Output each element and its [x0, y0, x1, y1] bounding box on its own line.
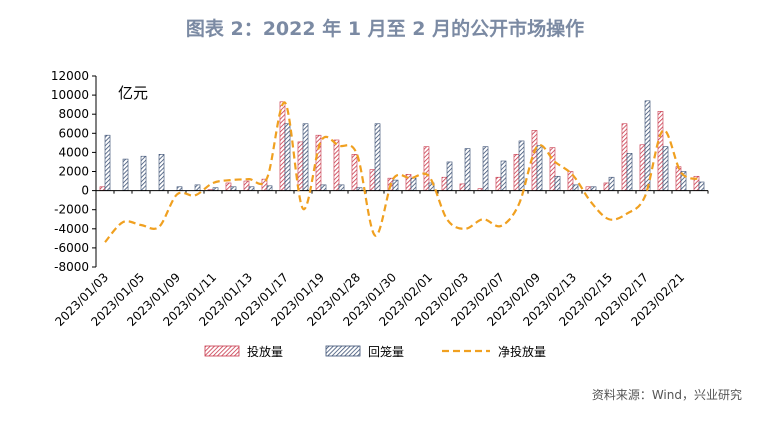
injection-bar [99, 186, 106, 191]
maturity-bar [626, 153, 633, 191]
legend-label: 净投放量 [498, 344, 546, 359]
maturity-bar [248, 186, 255, 191]
legend: 投放量 回笼量 净投放量 [204, 344, 546, 359]
maturity-bar [590, 186, 597, 191]
injection-bar [441, 176, 448, 191]
maturity-bar [410, 177, 417, 191]
injection-bar [585, 186, 592, 191]
chart-title: 图表 2：2022 年 1 月至 2 月的公开市场操作 [185, 18, 585, 40]
maturity-bar [230, 186, 237, 191]
maturity-bar [446, 161, 453, 191]
maturity-bar [194, 184, 201, 191]
injection-bar [531, 130, 538, 191]
net-injection-line [104, 101, 700, 243]
injection-bar [243, 180, 250, 191]
maturity-bar [464, 148, 471, 191]
maturity-bar [536, 145, 543, 191]
legend-swatch [325, 345, 361, 357]
maturity-bar [284, 123, 291, 191]
maturity-bar [662, 146, 669, 191]
source-note: 资料来源：Wind，兴业研究 [591, 388, 742, 402]
y-tick-label: -2000 [54, 203, 89, 217]
injection-bar [657, 111, 664, 191]
injection-bar [297, 141, 304, 191]
injection-bar [369, 169, 376, 191]
maturity-bar [320, 184, 327, 191]
y-tick-label: 0 [81, 184, 89, 198]
injection-bar [603, 182, 610, 191]
injection-bar [621, 123, 628, 191]
injection-bar [459, 183, 466, 191]
legend-swatch [204, 345, 240, 357]
legend-label: 投放量 [247, 344, 283, 359]
maturity-bar [608, 176, 615, 191]
y-tick-label: 2000 [58, 165, 89, 179]
y-tick-label: -6000 [54, 241, 89, 255]
injection-bar [675, 166, 682, 191]
maturity-bar [572, 184, 579, 191]
maturity-bar [482, 146, 489, 191]
maturity-bar [374, 123, 381, 191]
maturity-bar [518, 140, 525, 191]
injection-bar [351, 154, 358, 191]
injection-bar [225, 182, 232, 191]
injection-bar [279, 101, 286, 191]
maturity-bar [140, 155, 147, 191]
maturity-bar [338, 184, 345, 191]
y-tick-label: 12000 [51, 69, 89, 83]
injection-bar [567, 171, 574, 191]
maturity-bar [176, 186, 183, 191]
injection-bar [549, 147, 556, 191]
maturity-bar [698, 181, 705, 191]
y-tick-label: 8000 [58, 107, 89, 121]
y-tick-label: -4000 [54, 222, 89, 236]
injection-bar [639, 144, 646, 191]
unit-label: 亿元 [118, 84, 148, 102]
maturity-bar [122, 158, 129, 191]
injection-bar [423, 146, 430, 191]
injection-bar [333, 139, 340, 191]
injection-bar [513, 154, 520, 191]
maturity-bar [266, 185, 273, 191]
legend-label: 回笼量 [368, 344, 404, 359]
y-tick-label: -8000 [54, 260, 89, 274]
y-tick-label: 4000 [58, 145, 89, 159]
maturity-bar [104, 134, 111, 191]
maturity-bar [554, 175, 561, 191]
y-tick-label: 6000 [58, 126, 89, 140]
maturity-bar [302, 123, 309, 191]
maturity-bar [158, 154, 165, 191]
y-tick-label: 10000 [51, 88, 89, 102]
maturity-bar [392, 179, 399, 191]
injection-bar [495, 176, 502, 191]
maturity-bar [500, 160, 507, 191]
